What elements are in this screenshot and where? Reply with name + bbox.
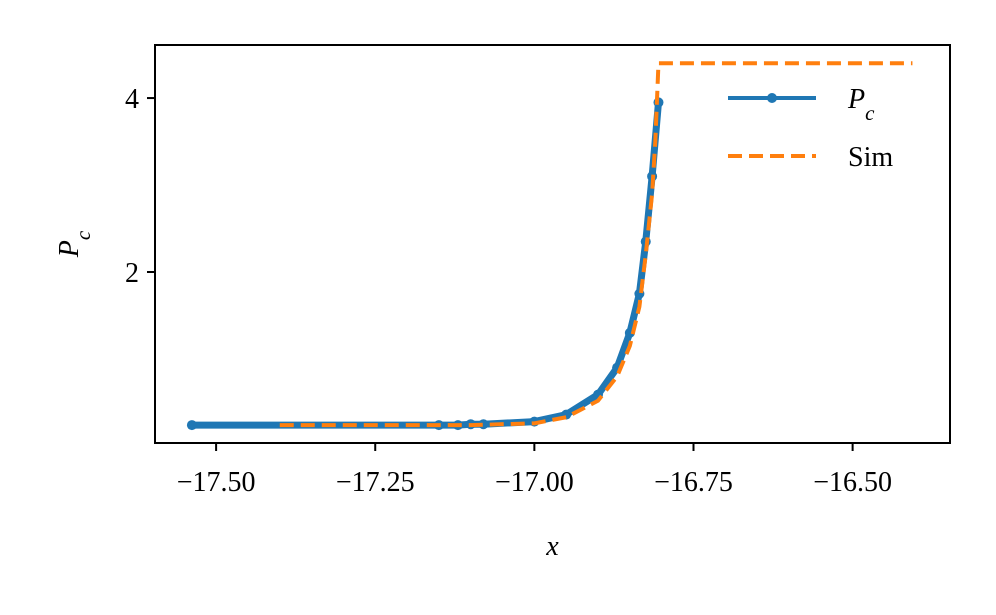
- legend-marker: [767, 93, 777, 103]
- x-tick-label: −16.75: [654, 467, 733, 498]
- x-tick-label: −17.25: [336, 467, 415, 498]
- y-tick-label: 4: [125, 84, 139, 115]
- y-axis-label: Pc: [54, 230, 95, 258]
- x-tick-label: −16.50: [813, 467, 892, 498]
- y-tick-label: 2: [125, 258, 139, 289]
- series-line: [279, 61, 913, 428]
- x-tick-label: −17.50: [177, 467, 256, 498]
- series-line: [191, 102, 662, 429]
- x-axis-label: x: [545, 531, 559, 562]
- x-tick-label: −17.00: [495, 467, 574, 498]
- legend-label: Pc: [847, 84, 875, 125]
- legend-label: Sim: [848, 142, 893, 173]
- plot-frame: [154, 44, 951, 444]
- series-marker: [186, 420, 197, 431]
